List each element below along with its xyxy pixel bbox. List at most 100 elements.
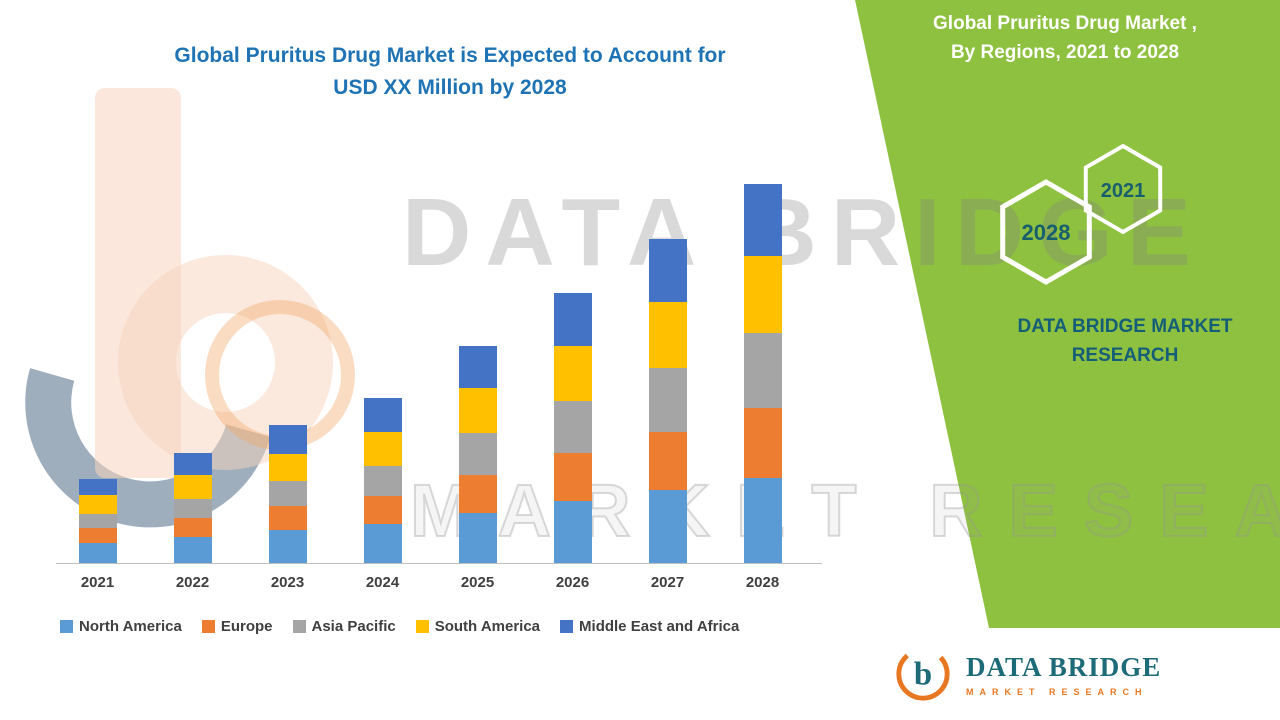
stacked-bar-2026 [553,293,592,563]
x-axis-line [56,563,822,564]
bar-segment-2028 [743,408,782,478]
x-axis-label-2028: 2028 [745,574,780,591]
legend-item: South America [415,618,541,635]
bar-column-2027 [620,180,715,563]
stacked-bar-2024 [363,398,402,563]
side-panel-heading-line1: Global Pruritus Drug Market , [933,13,1197,34]
chart-title-line2: USD XX Million by 2028 [333,75,567,99]
bar-segment-2024 [363,398,402,432]
bar-segment-2026 [553,401,592,453]
bar-segment-2028 [743,478,782,563]
logo-subtitle: MARKET RESEARCH [966,686,1148,697]
company-logo-text: DATA BRIDGE MARKET RESEARCH [966,652,1161,697]
side-panel-heading-line2: By Regions, 2021 to 2028 [950,41,1180,63]
x-axis-label-2022: 2022 [175,574,210,591]
year-hexagons: 2028 2021 [1000,143,1163,285]
legend-label: Asia Pacific [311,618,396,635]
stacked-bar-2028 [743,184,782,563]
bar-segment-2022 [173,499,212,518]
bar-segment-2022 [173,537,212,563]
hexagon-2028-outline [1000,179,1092,285]
x-axis-label-2025: 2025 [460,574,495,591]
stacked-bar-2027 [648,239,687,563]
bar-segment-2025 [458,513,497,563]
legend-label: Europe [220,618,273,635]
bar-column-2021 [50,180,145,563]
bar-segment-2024 [363,466,402,496]
bar-segment-2024 [363,432,402,466]
brand-text-line1: DATA BRIDGE MARKET [1017,316,1233,337]
stacked-bar-chart [50,180,810,563]
bar-segment-2023 [268,425,307,454]
bar-column-2025 [430,180,525,563]
chart-title: Global Pruritus Drug Market is Expected … [100,40,800,103]
bar-segment-2024 [363,524,402,563]
hexagon-2021-label: 2021 [1101,180,1146,202]
bar-segment-2022 [173,453,212,475]
bar-segment-2023 [268,530,307,563]
bar-segment-2026 [553,293,592,346]
legend-item: North America [60,618,182,635]
bar-segment-2021 [78,495,117,514]
bar-segment-2028 [743,256,782,333]
bar-segment-2023 [268,481,307,506]
bar-segment-2022 [173,518,212,537]
bar-segment-2028 [743,333,782,408]
side-panel-heading: Global Pruritus Drug Market , By Regions… [890,10,1240,67]
bar-segment-2027 [648,368,687,432]
bar-segment-2028 [743,184,782,256]
stacked-bar-2022 [173,453,212,563]
chart-legend: North America Europe Asia Pacific South Ame… [60,618,739,635]
bar-column-2028 [715,180,810,563]
stacked-bar-2021 [78,479,117,563]
bar-segment-2027 [648,432,687,490]
bar-segment-2021 [78,479,117,495]
x-axis-label-2027: 2027 [650,574,685,591]
bar-column-2022 [145,180,240,563]
bar-segment-2024 [363,496,402,524]
legend-item: Asia Pacific [292,618,396,635]
legend-swatch [560,620,574,633]
x-axis-label-2026: 2026 [555,574,590,591]
bar-segment-2027 [648,302,687,368]
bar-segment-2021 [78,514,117,528]
legend-swatch [60,620,73,633]
bar-column-2026 [525,180,620,563]
legend-swatch [415,620,429,633]
company-logo-mark: b [896,647,950,701]
logo-name: DATA BRIDGE [966,651,1162,682]
bar-column-2023 [240,180,335,563]
legend-swatch [292,620,306,633]
bar-segment-2025 [458,388,497,433]
bar-segment-2023 [268,454,307,481]
bar-segment-2021 [78,528,117,543]
hexagon-2021-outline [1083,143,1163,235]
bar-segment-2025 [458,475,497,513]
bar-segment-2026 [553,453,592,501]
x-axis-label-2021: 2021 [80,574,115,591]
legend-item: Europe [201,618,273,635]
legend-label: North America [79,618,182,635]
bar-segment-2022 [173,475,212,499]
x-axis-label-2024: 2024 [365,574,400,591]
side-panel-brand-text: DATA BRIDGE MARKET RESEARCH [960,312,1280,371]
bar-segment-2027 [648,490,687,563]
stacked-bar-2025 [458,346,497,563]
bar-segment-2026 [553,346,592,401]
bar-segment-2023 [268,506,307,530]
stacked-bar-2023 [268,425,307,563]
chart-title-line1: Global Pruritus Drug Market is Expected … [174,44,726,67]
logo-mark-letter: b [914,657,932,693]
legend-label: Middle East and Africa [579,618,740,635]
legend-swatch [201,620,215,633]
hexagon-2028-label: 2028 [1022,220,1071,245]
legend-item: Middle East and Africa [560,618,739,635]
bar-segment-2026 [553,501,592,563]
bar-segment-2021 [78,543,117,563]
legend-label: South America [434,618,541,635]
brand-text-line2: RESEARCH [1071,345,1179,367]
logo-mark-ring [896,647,950,701]
x-axis-label-2023: 2023 [270,574,305,591]
bar-segment-2027 [648,239,687,302]
